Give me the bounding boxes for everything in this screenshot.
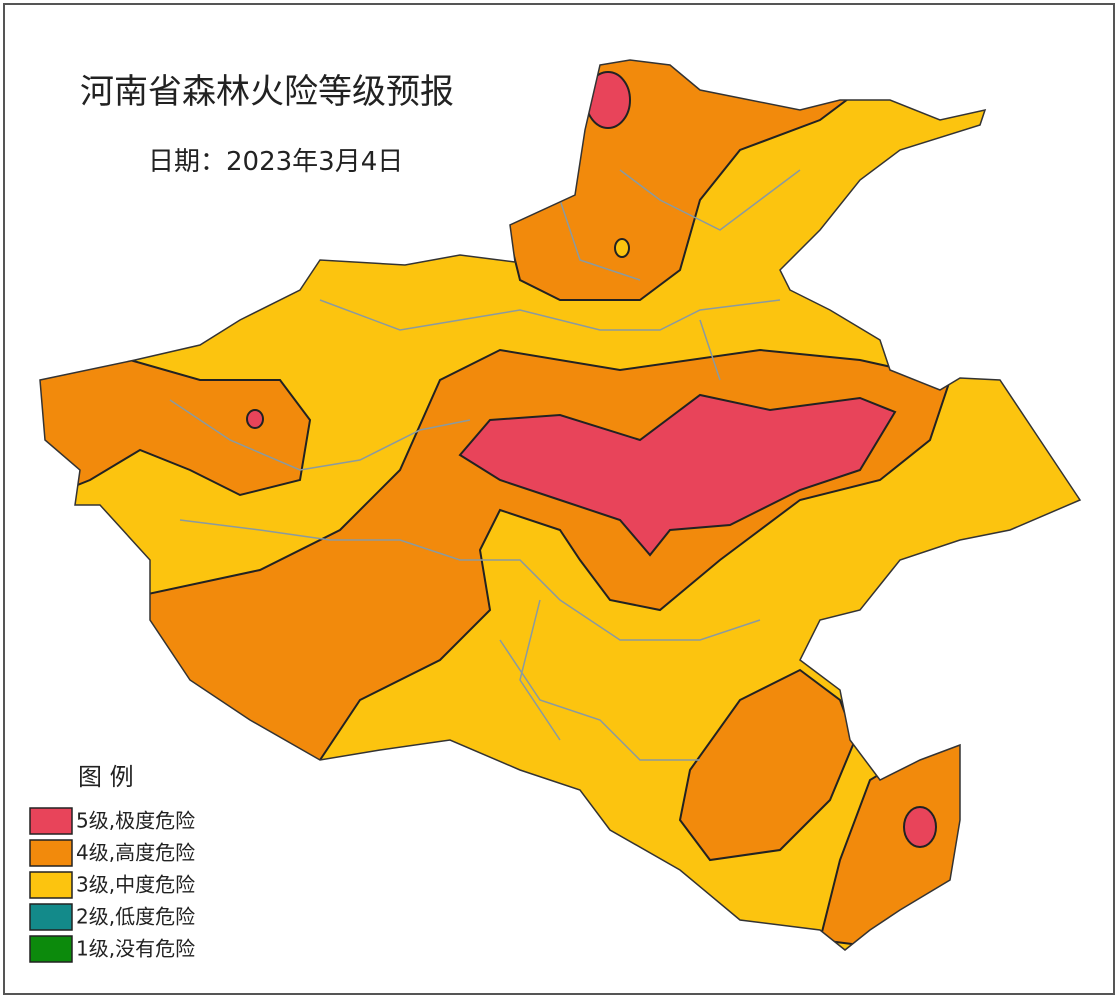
legend-label: 1级,没有危险 (76, 937, 195, 961)
province-outline (39, 59, 1082, 951)
legend-swatch (29, 871, 73, 899)
zone-level5 (903, 806, 937, 848)
county-border (169, 169, 801, 761)
legend-swatch (29, 839, 73, 867)
zone-level5 (458, 393, 897, 557)
map-title: 河南省森林火险等级预报 (80, 72, 454, 112)
legend-label: 5级,极度危险 (76, 809, 195, 833)
legend-label: 4级,高度危险 (76, 841, 195, 865)
legend-swatch (29, 903, 73, 931)
legend-label: 3级,中度危险 (76, 873, 195, 897)
legend: 图 例 5级,极度危险 4级,高度危险 3级,中度危险 2级,低度危险 1级,没有危险 (29, 763, 195, 963)
legend-swatch (29, 807, 73, 835)
zone-level4 (40, 328, 312, 502)
zone-level5 (246, 409, 264, 429)
map-date: 日期：2023年3月4日 (148, 147, 403, 177)
zone-level3 (614, 238, 630, 258)
legend-title: 图 例 (78, 763, 134, 791)
legend-label: 2级,低度危险 (76, 905, 195, 929)
legend-swatch (29, 935, 73, 963)
zone-level4 (678, 668, 857, 862)
